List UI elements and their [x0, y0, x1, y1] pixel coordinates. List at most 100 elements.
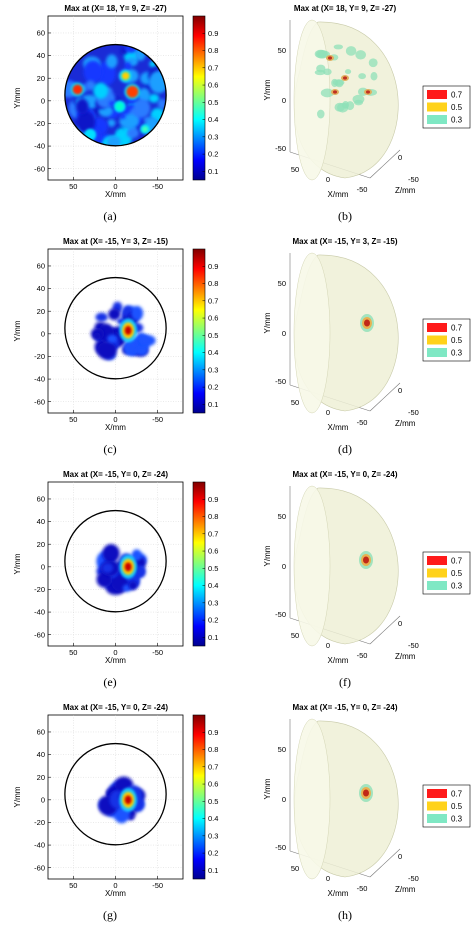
legend-swatch: [427, 556, 447, 565]
colorbar: [192, 15, 206, 181]
panel-caption: (e): [103, 675, 116, 689]
colorbar-tick-label: 0.3: [208, 831, 218, 840]
activity-blob: [107, 334, 118, 343]
y-tick-label: 60: [37, 262, 45, 271]
y-axis-label: Y/mm: [263, 545, 272, 566]
colorbar-tick-label: 0.1: [208, 167, 218, 176]
panel-title: Max at (X= -15, Y= 0, Z= -24): [292, 470, 397, 479]
colorbar-tick-label: 0.4: [208, 814, 218, 823]
y-tick-label: 50: [278, 46, 286, 55]
colorbar-tick-label: 0.8: [208, 46, 218, 55]
activity-map: [64, 44, 167, 146]
x-axis-label: X/mm: [328, 423, 349, 432]
colorbar-tick-label: 0.3: [208, 132, 218, 141]
activity-hotspot: [126, 85, 139, 98]
colorbar-tick-label: 0.8: [208, 745, 218, 754]
y-axis-label: Y/mm: [13, 553, 22, 574]
activity-map: [96, 544, 147, 595]
colorbar-tick-label: 0.2: [208, 849, 218, 858]
colorbar-tick-label: 0.4: [208, 581, 218, 590]
activity-blob: [107, 119, 116, 127]
z-axis-label: Z/mm: [395, 419, 416, 428]
y-tick-label: 0: [282, 562, 286, 571]
y-tick-label: 60: [37, 29, 45, 38]
activity-blob: [126, 128, 139, 139]
activity-peak: [124, 562, 132, 572]
y-tick-label: 20: [37, 307, 45, 316]
hemisphere-cut-face: [293, 19, 331, 181]
legend-label: 0.5: [451, 569, 463, 578]
x-tick-label: -50: [357, 418, 368, 427]
colorbar-tick-label: 0.2: [208, 616, 218, 625]
activity-blob: [117, 127, 125, 136]
activity-blob: [157, 98, 167, 110]
x-axis-label: X/mm: [105, 656, 126, 665]
activity-blob: [105, 54, 118, 69]
z-tick-label: -50: [408, 874, 419, 883]
z-axis-line: [369, 615, 401, 645]
z-axis-line: [369, 382, 401, 412]
y-tick-label: -20: [34, 818, 45, 827]
panel-caption: (g): [103, 908, 117, 922]
y-tick-label: 0: [41, 329, 45, 338]
activity-blob: [97, 341, 117, 360]
activity-hotspot: [72, 84, 83, 95]
colorbar-tick-label: 0.7: [208, 529, 218, 538]
x-axis-label: X/mm: [105, 423, 126, 432]
legend-label: 0.3: [451, 116, 463, 125]
iso-blob-07: [333, 90, 337, 94]
y-axis-label: Y/mm: [13, 87, 22, 108]
activity-hotspot: [86, 130, 95, 139]
colorbar-tick-label: 0.5: [208, 564, 218, 573]
activity-blob: [75, 98, 89, 115]
y-tick-label: -60: [34, 863, 45, 872]
x-tick-label: 0: [326, 641, 330, 650]
colorbar-tick-label: 0.1: [208, 866, 218, 875]
x-tick-label: 50: [69, 881, 77, 890]
iso-blob-03: [332, 79, 345, 86]
y-axis-label: Y/mm: [13, 786, 22, 807]
activity-blob: [108, 308, 121, 321]
x-tick-label: -50: [357, 651, 368, 660]
legend-label: 0.5: [451, 802, 463, 811]
y-tick-label: 20: [37, 74, 45, 83]
x-tick-label: -50: [152, 415, 163, 424]
y-tick-label: -40: [34, 142, 45, 151]
legend-swatch: [427, 789, 447, 798]
colorbar-tick-label: 0.1: [208, 400, 218, 409]
y-tick-label: 60: [37, 495, 45, 504]
colorbar: [192, 481, 206, 647]
activity-hotspot: [121, 71, 130, 80]
legend-label: 0.5: [451, 336, 463, 345]
activity-blob: [95, 312, 108, 322]
legend-swatch: [427, 581, 447, 590]
y-tick-label: -50: [275, 377, 286, 386]
y-tick-label: 50: [278, 512, 286, 521]
isosurface-panel-b: Max at (X= 18, Y= 9, Z= -27) 50 0 -50 50 0 -50…: [263, 4, 471, 223]
iso-blob-07: [343, 76, 347, 80]
activity-blob: [128, 581, 138, 590]
legend-label: 0.5: [451, 103, 463, 112]
activity-blob: [85, 80, 96, 91]
activity-blob: [102, 563, 113, 573]
iso-blob-07: [363, 789, 369, 797]
legend-label: 0.3: [451, 815, 463, 824]
panel-caption: (h): [338, 908, 352, 922]
colorbar-tick-label: 0.2: [208, 383, 218, 392]
y-tick-label: 0: [282, 96, 286, 105]
legend-swatch: [427, 348, 447, 357]
legend-swatch: [427, 568, 447, 578]
legend-swatch: [427, 115, 447, 124]
y-tick-label: 50: [278, 279, 286, 288]
activity-map: [90, 301, 156, 360]
legend-swatch: [427, 335, 447, 345]
x-tick-label: -50: [152, 182, 163, 191]
x-tick-label: 50: [69, 648, 77, 657]
colorbar-tick-label: 0.5: [208, 331, 218, 340]
colorbar-tick-label: 0.6: [208, 780, 218, 789]
x-tick-label: 0: [113, 182, 117, 191]
domain-circle: [64, 742, 167, 846]
iso-blob-03: [341, 102, 349, 109]
y-tick-label: -20: [34, 585, 45, 594]
x-tick-label: -50: [152, 881, 163, 890]
